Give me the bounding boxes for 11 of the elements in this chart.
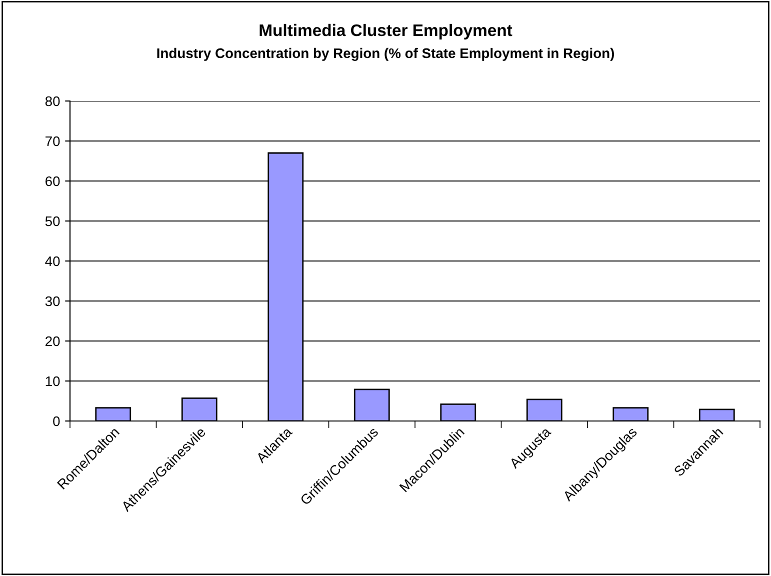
y-tick-label: 40 — [45, 256, 60, 266]
y-tick-label: 20 — [46, 336, 60, 346]
chart-title: Multimedia Cluster Employment — [260, 24, 512, 40]
y-tick-label: 0 — [53, 416, 60, 426]
y-tick-label: 70 — [46, 136, 60, 146]
y-tick-label: 50 — [45, 216, 60, 226]
y-tick-label: 30 — [45, 296, 60, 306]
chart-subtitle: Industry Concentration by Region (% of State Employment in Region) — [157, 48, 614, 61]
y-tick-label: 10 — [46, 376, 60, 386]
y-tick-label: 60 — [46, 176, 60, 186]
y-tick-label: 80 — [45, 96, 60, 106]
